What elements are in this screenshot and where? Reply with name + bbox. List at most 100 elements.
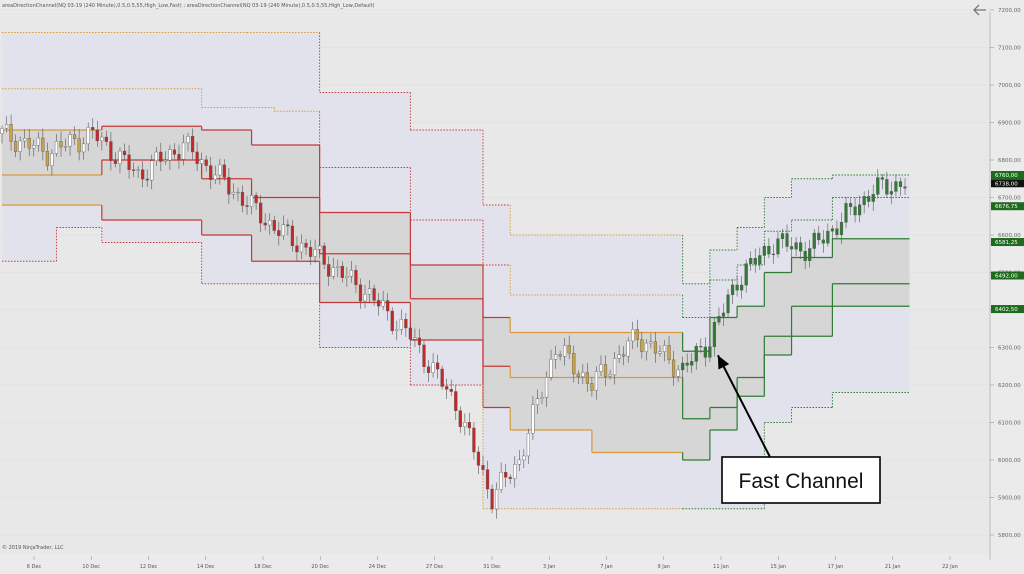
candle-body bbox=[762, 246, 766, 256]
candle-body bbox=[553, 354, 558, 360]
candle-body bbox=[95, 129, 99, 142]
candle-body bbox=[413, 337, 417, 340]
candle-body bbox=[858, 204, 862, 216]
candle-body bbox=[268, 219, 272, 226]
price-tick-label: 5900,00 bbox=[998, 496, 1021, 502]
candle-body bbox=[186, 136, 190, 144]
candle-body bbox=[190, 136, 195, 153]
candle-body bbox=[626, 340, 630, 357]
candle-body bbox=[204, 159, 208, 166]
time-tick-label: 12 Dec bbox=[140, 564, 158, 570]
candle-body bbox=[671, 359, 676, 377]
candle-body bbox=[218, 164, 222, 176]
candle-body bbox=[77, 138, 81, 153]
time-tick-label: 24 Dec bbox=[369, 564, 387, 570]
time-tick-label: 10 Dec bbox=[82, 564, 100, 570]
candle-body bbox=[145, 178, 149, 181]
candle-body bbox=[458, 410, 462, 427]
candle-body bbox=[454, 391, 458, 411]
candle-body bbox=[544, 377, 549, 398]
candle-body bbox=[898, 181, 903, 187]
candle-body bbox=[867, 196, 871, 202]
candle-body bbox=[195, 151, 199, 164]
candle-body bbox=[599, 364, 603, 372]
candle-body bbox=[594, 371, 599, 391]
candle-body bbox=[177, 154, 181, 160]
candle-body bbox=[263, 222, 267, 226]
candle-body bbox=[36, 137, 40, 146]
candle-body bbox=[799, 242, 803, 252]
candle-body bbox=[622, 354, 626, 357]
candle-body bbox=[322, 245, 326, 265]
candle-body bbox=[127, 154, 131, 170]
candle-body bbox=[277, 230, 281, 236]
candle-body bbox=[667, 345, 671, 361]
candle-body bbox=[45, 151, 49, 166]
candle-body bbox=[490, 488, 494, 510]
candle-body bbox=[331, 267, 335, 277]
candle-body bbox=[844, 203, 848, 223]
candle-body bbox=[463, 422, 467, 427]
candle-body bbox=[172, 149, 177, 155]
candle-body bbox=[826, 230, 830, 244]
candle-body bbox=[504, 472, 508, 478]
candle-body bbox=[286, 224, 290, 227]
candle-body bbox=[540, 397, 544, 399]
time-tick-label: 31 Dec bbox=[483, 564, 501, 570]
candle-body bbox=[653, 341, 658, 354]
callout-arrowhead bbox=[717, 355, 730, 370]
candle-body bbox=[299, 242, 304, 253]
candle-body bbox=[150, 160, 154, 181]
candle-body bbox=[50, 153, 54, 166]
candle-body bbox=[445, 386, 449, 390]
copyright-text: © 2019 NinjaTrader, LLC bbox=[2, 544, 64, 551]
candle-body bbox=[386, 300, 390, 312]
candle-body bbox=[408, 327, 412, 340]
candle-body bbox=[59, 141, 63, 148]
candle-body bbox=[358, 284, 363, 302]
candle-body bbox=[617, 354, 621, 359]
candle-body bbox=[699, 346, 703, 348]
candle-body bbox=[903, 186, 907, 189]
candle-body bbox=[740, 284, 744, 291]
candle-body bbox=[803, 251, 807, 261]
candle-body bbox=[839, 221, 844, 236]
candle-body bbox=[640, 339, 644, 352]
indicator-header: areaDirectionChannel(NQ 03-19 (240 Minut… bbox=[2, 3, 375, 9]
candle-body bbox=[776, 238, 780, 255]
price-tick-label: 6700,00 bbox=[998, 196, 1021, 202]
time-tick-label: 22 Jan bbox=[942, 564, 958, 570]
candle-body bbox=[531, 404, 535, 434]
candle-body bbox=[181, 142, 186, 160]
candle-body bbox=[313, 249, 317, 257]
candle-body bbox=[758, 255, 762, 265]
candle-body bbox=[63, 146, 68, 148]
price-tick-label: 6300,00 bbox=[998, 346, 1021, 352]
candle-body bbox=[744, 263, 748, 286]
price-tick-label: 6900,00 bbox=[998, 121, 1021, 127]
price-axis: 7200,00 7100,00 7000,00 6900,00 6800,00 6700,… bbox=[990, 8, 1021, 539]
candle-body bbox=[681, 362, 685, 371]
candle-body bbox=[526, 433, 530, 457]
back-arrow-icon[interactable] bbox=[973, 4, 986, 16]
candle-body bbox=[812, 232, 816, 249]
channel-lines bbox=[2, 32, 910, 510]
candle-body bbox=[694, 346, 698, 362]
candle-body bbox=[395, 329, 399, 331]
price-badge bbox=[991, 305, 1024, 314]
candle-body bbox=[817, 232, 821, 241]
candle-body bbox=[0, 128, 4, 134]
candle-body bbox=[794, 242, 798, 250]
candle-body bbox=[476, 451, 481, 466]
candle-body bbox=[808, 248, 812, 261]
candle-body bbox=[862, 196, 866, 205]
time-tick-label: 15 Jan bbox=[770, 564, 786, 570]
candle-body bbox=[785, 233, 789, 247]
candle-body bbox=[885, 179, 889, 195]
candle-body bbox=[467, 422, 471, 429]
candle-body bbox=[68, 134, 72, 147]
candle-body bbox=[349, 270, 354, 277]
candle-body bbox=[649, 341, 653, 344]
candle-body bbox=[259, 202, 263, 224]
